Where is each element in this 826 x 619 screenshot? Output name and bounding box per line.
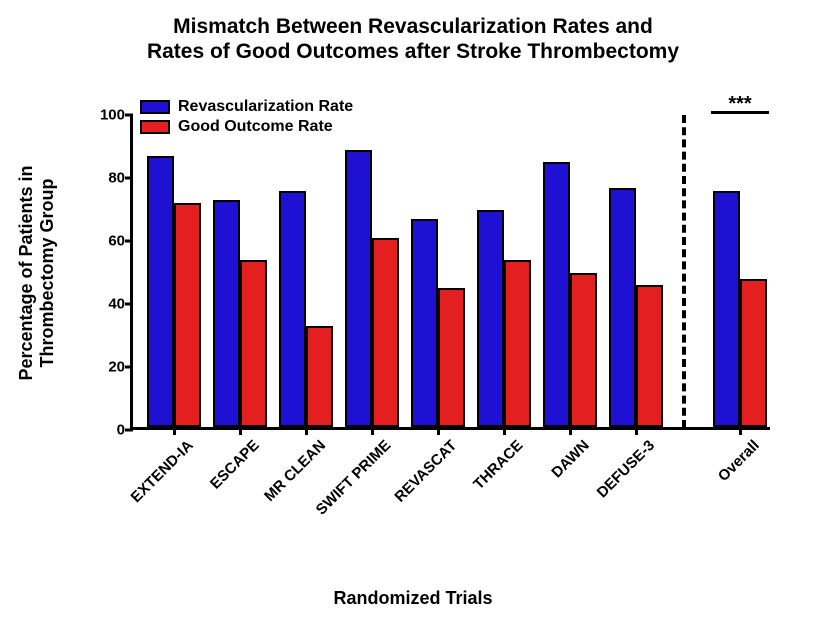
bar <box>240 260 267 427</box>
y-tick-label: 100 <box>100 107 133 124</box>
category-label: EXTEND-IA <box>118 427 197 506</box>
bar <box>740 279 767 427</box>
category-label: Overall <box>705 427 763 485</box>
bar <box>147 156 174 427</box>
y-tick-label: 60 <box>108 233 133 250</box>
bar <box>504 260 531 427</box>
legend-label: Revascularization Rate <box>178 98 353 116</box>
category-label: DEFUSE-3 <box>584 427 658 501</box>
y-tick-label: 0 <box>117 422 133 439</box>
plot-area: 020406080100EXTEND-IAESCAPEMR CLEANSWIFT… <box>130 115 770 430</box>
bar <box>174 203 201 427</box>
bar <box>543 162 570 427</box>
y-axis-label: Percentage of Patients in Thrombectomy G… <box>16 165 58 380</box>
bar <box>213 200 240 427</box>
bar <box>279 191 306 427</box>
chart-title: Mismatch Between Revascularization Rates… <box>0 14 826 64</box>
bar <box>345 150 372 427</box>
legend-item: Good Outcome Rate <box>140 118 353 136</box>
legend-swatch <box>140 100 170 114</box>
bar <box>372 238 399 427</box>
bar <box>306 326 333 427</box>
y-tick-label: 20 <box>108 359 133 376</box>
bar <box>636 285 663 427</box>
legend: Revascularization Rate Good Outcome Rate <box>140 98 353 138</box>
bar <box>570 273 597 427</box>
category-label: REVASCAT <box>382 427 461 506</box>
bar <box>438 288 465 427</box>
legend-swatch <box>140 120 170 134</box>
category-label: DAWN <box>538 427 592 481</box>
x-axis-label: Randomized Trials <box>0 588 826 609</box>
significance-stars: *** <box>728 93 751 116</box>
legend-label: Good Outcome Rate <box>178 118 333 136</box>
bar <box>609 188 636 427</box>
bar <box>411 219 438 427</box>
chart-container: Mismatch Between Revascularization Rates… <box>0 0 826 619</box>
bar <box>713 191 740 427</box>
bar <box>477 210 504 427</box>
category-label: THRACE <box>460 427 526 493</box>
legend-item: Revascularization Rate <box>140 98 353 116</box>
y-tick-label: 40 <box>108 296 133 313</box>
y-tick-label: 80 <box>108 170 133 187</box>
divider-line <box>682 115 686 428</box>
